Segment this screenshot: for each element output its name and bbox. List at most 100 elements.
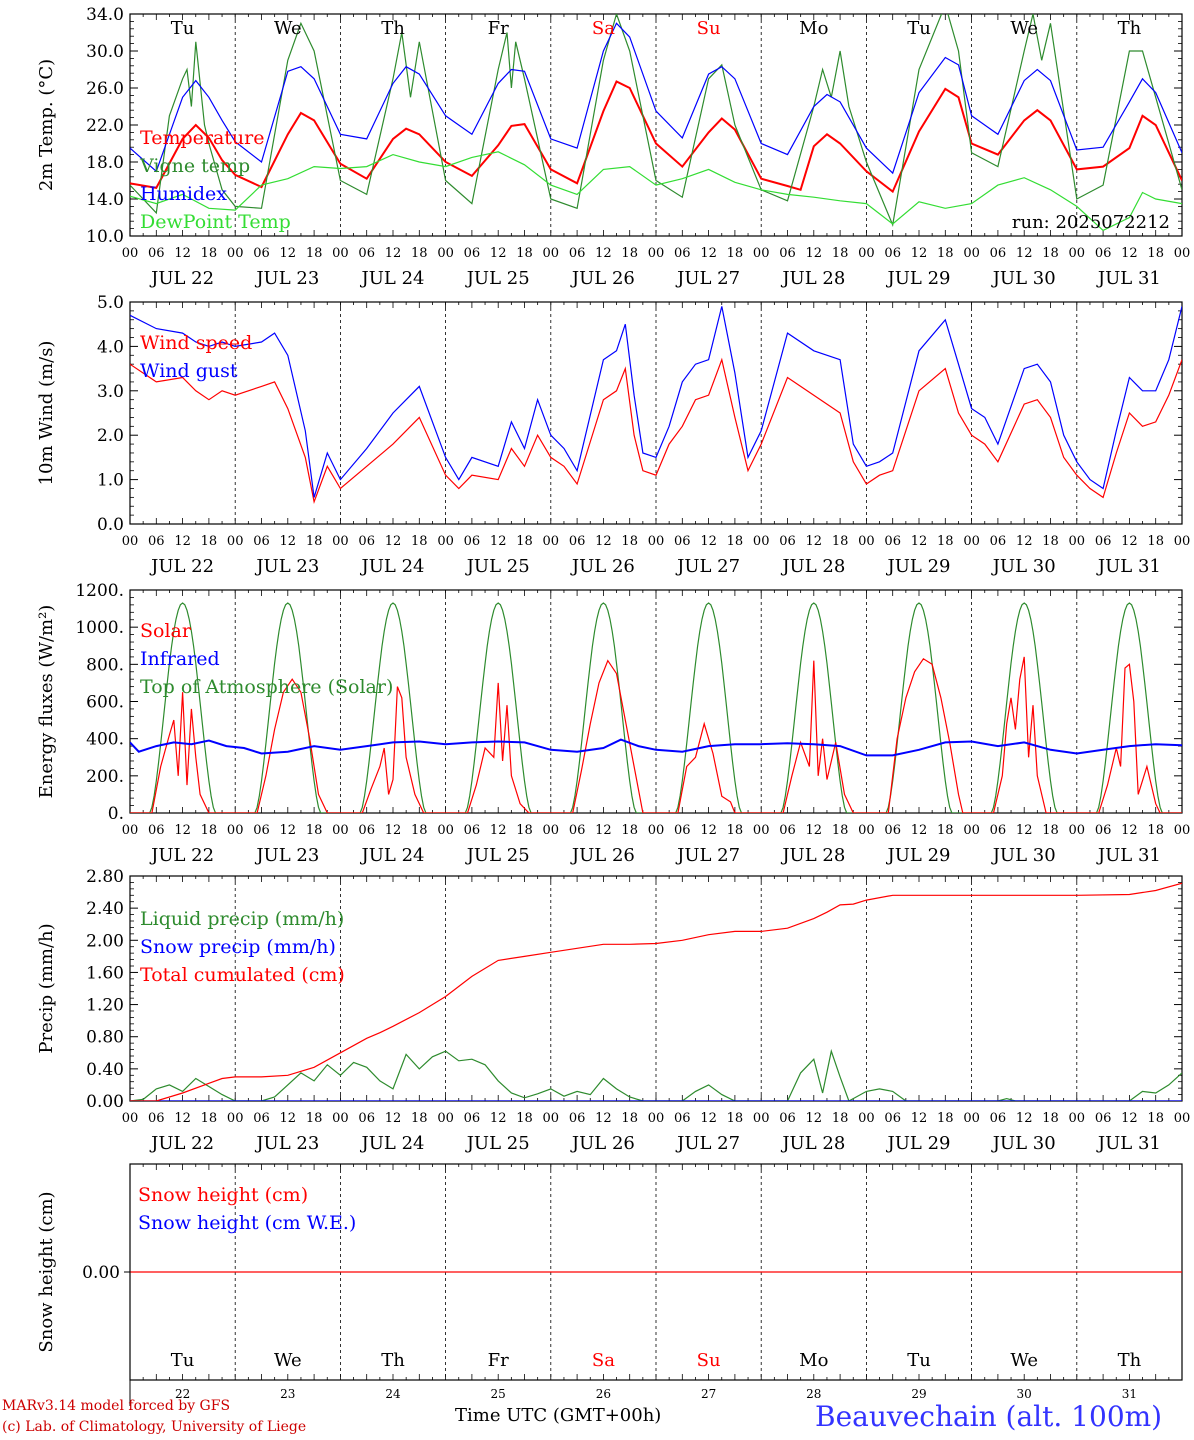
station-name: Beauvechain (alt. 100m) (815, 1400, 1163, 1433)
hour-tick-label: 18 (937, 534, 954, 549)
hour-tick-label: 18 (516, 534, 533, 549)
date-label: JUL 27 (675, 845, 740, 866)
legend-entry: Liquid precip (mm/h) (140, 908, 344, 930)
hour-tick-label: 00 (122, 1111, 139, 1126)
plot-area (130, 602, 1182, 813)
hour-tick-label: 18 (306, 246, 323, 261)
hour-tick-label: 18 (621, 1111, 638, 1126)
hour-tick-label: 12 (595, 1111, 612, 1126)
day-number-label: 24 (385, 1387, 401, 1401)
hour-tick-label: 12 (595, 534, 612, 549)
chart-panel-3: 0. 200. 400. 600. 800. 1000. 1200. Energy fluxe… (36, 581, 1190, 866)
hour-tick-label: 00 (332, 1111, 349, 1126)
hour-tick-label: 06 (674, 823, 691, 838)
hour-tick-label: 12 (280, 246, 297, 261)
hour-tick-label: 06 (148, 823, 165, 838)
y-tick-label: 1200. (75, 581, 124, 601)
y-tick-label: 0.00 (86, 1092, 124, 1112)
hour-tick-label: 06 (569, 1111, 586, 1126)
date-label: JUL 23 (254, 845, 319, 866)
weekday-label: Th (1118, 1350, 1142, 1371)
hour-tick-label: 06 (253, 534, 270, 549)
hour-tick-label: 00 (227, 534, 244, 549)
series-line-4-3 (130, 882, 1182, 1101)
hour-tick-label: 12 (385, 534, 402, 549)
hour-tick-label: 18 (727, 246, 744, 261)
hour-tick-label: 18 (1147, 534, 1164, 549)
hour-tick-label: 00 (227, 823, 244, 838)
hour-tick-label: 18 (937, 246, 954, 261)
hour-tick-label: 06 (464, 534, 481, 549)
hour-tick-label: 12 (385, 823, 402, 838)
hour-tick-label: 06 (464, 823, 481, 838)
legend-entry: Snow height (cm W.E.) (138, 1212, 356, 1234)
x-axis-title: Time UTC (GMT+00h) (455, 1405, 662, 1426)
weekday-label: Tu (171, 18, 195, 39)
hour-tick-label: 18 (1042, 246, 1059, 261)
hour-tick-label: 00 (753, 1111, 770, 1126)
day-number-label: 26 (596, 1387, 611, 1401)
hour-tick-label: 00 (122, 534, 139, 549)
hour-tick-label: 06 (884, 246, 901, 261)
date-label: JUL 28 (780, 1133, 845, 1154)
hour-tick-label: 12 (595, 823, 612, 838)
hour-tick-label: 18 (832, 246, 849, 261)
weekday-label: Fr (488, 18, 509, 39)
y-tick-label: 200. (86, 767, 124, 787)
hour-tick-label: 12 (174, 823, 191, 838)
date-label: JUL 30 (991, 556, 1056, 577)
y-tick-label: 2.80 (86, 867, 124, 887)
day-number-label: 23 (280, 1387, 295, 1401)
hour-tick-label: 00 (858, 534, 875, 549)
weekday-label: Th (1118, 18, 1142, 39)
hour-tick-label: 06 (569, 246, 586, 261)
hour-tick-label: 18 (621, 534, 638, 549)
date-label: JUL 24 (360, 268, 425, 289)
date-label: JUL 28 (780, 268, 845, 289)
hour-tick-label: 18 (832, 1111, 849, 1126)
date-label: JUL 31 (1096, 556, 1161, 577)
series-line-1-3 (130, 22, 1182, 175)
model-credit: MARv3.14 model forced by GFS (2, 1398, 231, 1414)
hour-tick-label: 12 (1016, 246, 1033, 261)
date-label: JUL 23 (254, 268, 319, 289)
hour-tick-label: 06 (148, 246, 165, 261)
weekday-label: We (274, 18, 302, 39)
hour-tick-label: 00 (122, 823, 139, 838)
weekday-label: We (1010, 18, 1038, 39)
hour-tick-label: 06 (358, 246, 375, 261)
y-tick-label: 10.0 (86, 227, 124, 247)
hour-tick-label: 00 (437, 246, 454, 261)
hour-tick-label: 18 (1042, 534, 1059, 549)
day-number-label: 31 (1122, 1387, 1137, 1401)
plot-area (130, 14, 1182, 232)
hour-tick-label: 12 (490, 1111, 507, 1126)
hour-tick-label: 00 (437, 534, 454, 549)
hour-tick-label: 00 (332, 823, 349, 838)
date-label: JUL 31 (1096, 845, 1161, 866)
hour-tick-label: 18 (201, 823, 218, 838)
hour-tick-label: 06 (674, 534, 691, 549)
date-label: JUL 25 (465, 845, 530, 866)
hour-tick-label: 06 (569, 534, 586, 549)
y-tick-label: 1.20 (86, 996, 124, 1016)
hour-tick-label: 12 (174, 1111, 191, 1126)
hour-tick-label: 00 (753, 246, 770, 261)
hour-tick-label: 12 (911, 1111, 928, 1126)
hour-tick-label: 12 (1016, 823, 1033, 838)
hour-tick-label: 06 (358, 1111, 375, 1126)
weekday-label: Tu (171, 1350, 195, 1371)
day-number-label: 30 (1017, 1387, 1032, 1401)
hour-tick-label: 00 (753, 823, 770, 838)
weekday-label: Mo (799, 18, 828, 39)
y-tick-label: 5.0 (97, 293, 124, 313)
y-tick-label: 0.0 (97, 515, 124, 535)
hour-tick-label: 12 (280, 1111, 297, 1126)
hour-tick-label: 12 (280, 823, 297, 838)
hour-tick-label: 00 (963, 823, 980, 838)
hour-tick-label: 06 (253, 1111, 270, 1126)
legend-entry: Snow height (cm) (138, 1184, 308, 1206)
y-tick-label: 14.0 (86, 190, 124, 210)
hour-tick-label: 12 (911, 246, 928, 261)
date-label: JUL 23 (254, 1133, 319, 1154)
